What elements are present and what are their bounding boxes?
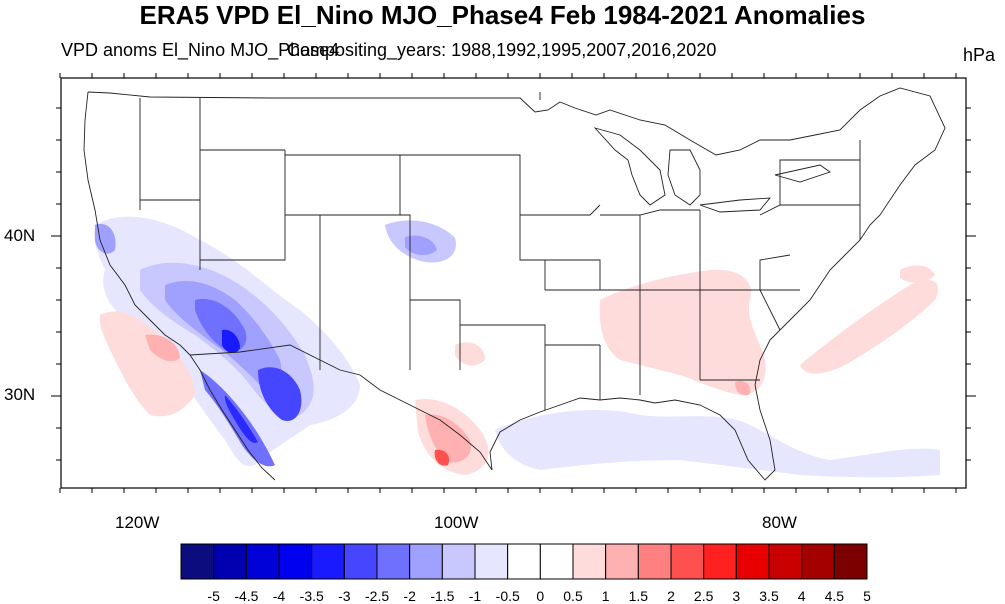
lon-label-100w: 100W	[434, 513, 479, 532]
colorbar-tick-label: 2.5	[693, 588, 714, 604]
colorbar-box	[605, 543, 639, 580]
colorbar-box	[507, 543, 541, 580]
colorbar-tick-label: -1	[468, 588, 482, 604]
state-lines	[139, 98, 861, 410]
colorbar-box	[801, 543, 835, 580]
colorbar-box	[833, 543, 868, 580]
colorbar-tick-label: -2.5	[365, 588, 390, 604]
mexico-border	[189, 344, 493, 471]
positive-anomaly-stexas-core	[434, 449, 450, 466]
lon-label-120w: 120W	[115, 513, 160, 532]
axis-ticks	[51, 73, 976, 493]
colorbar-tick-label: -3.5	[299, 588, 324, 604]
lat-label-30n: 30N	[4, 385, 36, 404]
colorbar-tick-label: 1	[601, 588, 610, 604]
colorbar-tick-label: 5	[863, 588, 871, 604]
lat-label-40n: 40N	[4, 226, 36, 245]
colorbar-box	[637, 543, 672, 580]
colorbar-tick-label: -2	[403, 588, 416, 604]
negative-anomaly-texas	[258, 367, 302, 421]
colorbar-box	[180, 543, 215, 580]
colorbar-box	[441, 543, 476, 580]
colorbar-tick-label: 4	[797, 588, 806, 604]
colorbar-box	[474, 543, 509, 580]
colorbar-box	[245, 543, 280, 580]
colorbar-tick-label: 4.5	[824, 588, 845, 604]
colorbar-tick-label: -3	[338, 588, 351, 604]
map-frame	[60, 77, 967, 489]
colorbar-box	[670, 543, 705, 580]
negative-anomaly-nw-patch	[95, 224, 116, 254]
west-coast	[83, 91, 191, 356]
positive-anomaly-stexas-2	[425, 414, 472, 463]
positive-anomaly-socal-core	[145, 334, 180, 362]
colorbar-tick-label: 3	[732, 588, 741, 604]
positive-anomaly-atlantic	[800, 280, 939, 374]
colorbar-tick-label: -1.5	[430, 588, 455, 604]
colorbar-box	[409, 543, 443, 580]
units-label: hPa	[962, 45, 995, 65]
map-title: ERA5 VPD El_Nino MJO_Phase4 Feb 1984-202…	[139, 0, 866, 30]
colorbar-box	[376, 543, 411, 580]
colorbar-box	[213, 543, 247, 580]
negative-anomaly-sw-core	[222, 329, 240, 354]
colorbar-tick-label: 0.5	[563, 588, 583, 604]
positive-anomaly-southeast-core	[735, 380, 751, 396]
colorbar-tick-label: -5	[207, 588, 220, 604]
positive-anomaly-southeast	[599, 269, 766, 395]
great-lakes	[593, 127, 831, 213]
colorbar-tick-label: 1.5	[628, 588, 649, 604]
colorbar	[180, 543, 868, 580]
colorbar-tick-label: -0.5	[495, 588, 520, 604]
colorbar-box	[343, 543, 378, 580]
positive-anomaly-socal	[99, 311, 195, 417]
us-outline	[87, 87, 946, 481]
colorbar-box	[311, 543, 345, 580]
colorbar-tick-label: 0	[536, 588, 545, 604]
colorbar-tick-label: 3.5	[759, 588, 779, 604]
positive-anomaly-atlantic-2	[900, 265, 935, 283]
colorbar-box	[703, 543, 737, 580]
baja-coast	[189, 354, 276, 481]
boundaries	[83, 87, 946, 481]
colorbar-tick-label: -4	[272, 588, 286, 604]
colorbar-box	[278, 543, 313, 580]
colorbar-box	[735, 543, 770, 580]
subtitle-left: VPD anoms El_Nino MJO_Phase4	[61, 40, 340, 60]
negative-anomaly-plains-core	[405, 235, 437, 256]
negative-anomaly-baja-core	[224, 395, 258, 443]
colorbar-box	[768, 543, 803, 580]
positive-anomaly-texas-small	[455, 342, 485, 366]
subtitle-center: Compositing_years: 1988,1992,1995,2007,2…	[287, 40, 717, 60]
negative-anomaly-gulf	[495, 410, 940, 478]
lon-label-80w: 80W	[762, 513, 797, 532]
colorbar-box	[572, 543, 607, 580]
anomaly-field	[94, 216, 940, 478]
colorbar-tick-label: 2	[667, 588, 675, 604]
colorbar-box	[539, 543, 574, 580]
colorbar-tick-label: -4.5	[234, 588, 259, 604]
